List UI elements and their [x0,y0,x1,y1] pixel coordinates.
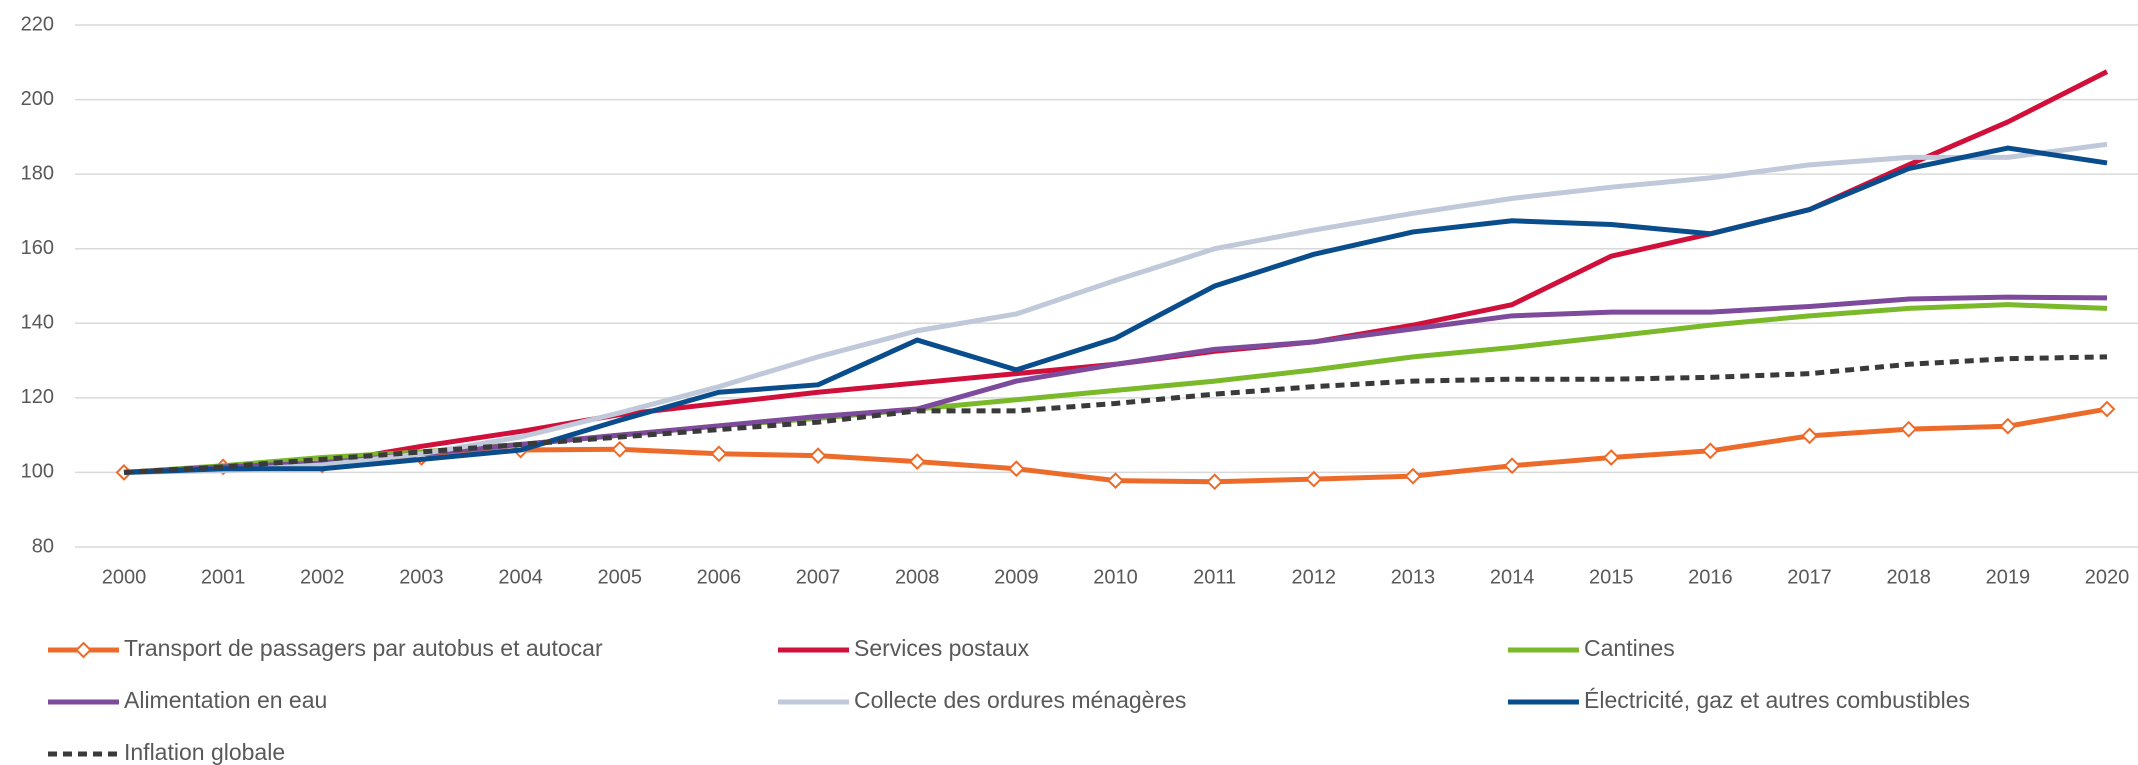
point-marker [1206,473,1224,491]
x-tick-label: 2013 [1391,566,1436,588]
point-marker [1801,427,1818,445]
series-line [123,69,2109,475]
point-marker [611,440,629,458]
y-tick-label: 100 [21,461,54,483]
point-marker [1503,457,1521,475]
x-tick-label: 2015 [1589,566,1634,588]
legend-marker [75,641,92,659]
x-tick-label: 2008 [895,566,940,588]
legend-label: Collecte des ordures ménagères [854,687,1186,713]
x-tick-label: 2006 [697,566,742,588]
point-marker [1701,442,1719,460]
series-line [123,354,2108,475]
legend-label: Services postaux [854,635,1030,661]
x-tick-label: 2009 [994,566,1039,588]
x-tick-label: 2007 [796,566,841,588]
point-marker [809,447,827,465]
point-marker [1900,420,1918,438]
y-tick-label: 160 [21,237,54,259]
x-tick-label: 2011 [1193,566,1236,588]
point-marker [2098,400,2116,418]
point-marker [1007,460,1025,478]
point-marker [1602,449,1620,466]
y-tick-label: 180 [21,162,54,184]
x-tick-label: 2017 [1787,566,1832,588]
x-tick-label: 2000 [102,566,147,588]
x-tick-label: 2012 [1292,566,1337,588]
y-tick-label: 220 [21,13,54,35]
x-tick-label: 2005 [598,566,643,588]
x-tick-label: 2002 [300,566,345,588]
x-tick-label: 2014 [1490,566,1535,588]
legend-label: Transport de passagers par autobus et au… [124,635,603,661]
point-marker [1305,470,1323,488]
x-tick-label: 2001 [201,566,246,588]
x-tick-label: 2003 [399,566,444,588]
point-marker [1999,417,2017,435]
y-tick-label: 80 [32,535,54,557]
point-marker [1107,472,1124,490]
x-tick-label: 2019 [1986,566,2031,588]
x-tick-label: 2016 [1688,566,1733,588]
legend-label: Inflation globale [124,739,285,765]
legend-label: Cantines [1584,635,1675,661]
x-tick-label: 2018 [1886,566,1931,588]
legend-label: Électricité, gaz et autres combustibles [1584,687,1970,713]
point-marker [710,445,728,463]
y-tick-label: 120 [21,386,54,408]
series-line [123,145,2108,475]
x-tick-label: 2004 [498,566,543,588]
y-tick-label: 200 [21,88,54,110]
y-tick-label: 140 [21,312,54,334]
point-marker [1404,467,1422,485]
x-tick-label: 2010 [1093,566,1138,588]
point-marker [908,453,926,471]
x-tick-label: 2020 [2085,566,2130,588]
legend-label: Alimentation en eau [124,687,327,713]
